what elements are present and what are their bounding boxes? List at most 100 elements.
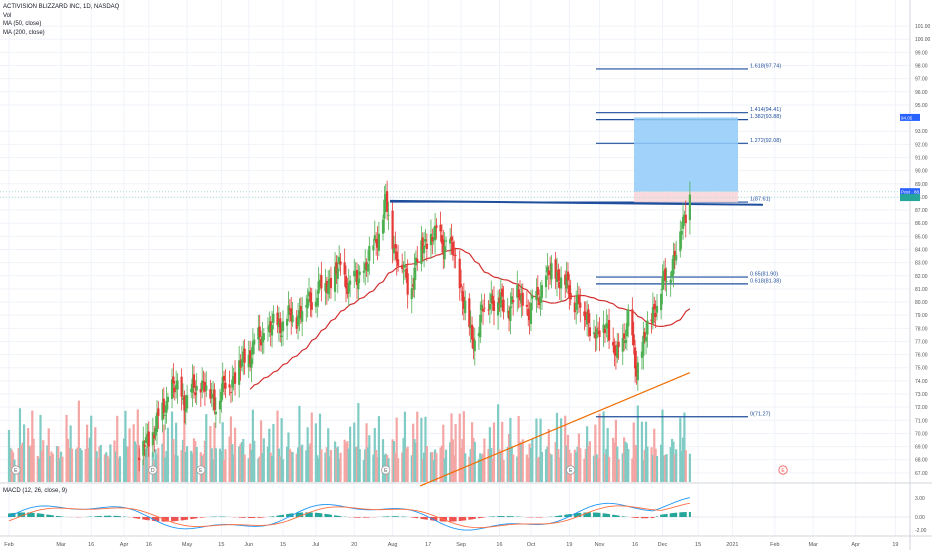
- price-axis-tick: 72.00: [915, 405, 928, 411]
- time-axis-label: Jun: [244, 542, 253, 548]
- macd-histogram-bar: [650, 517, 653, 519]
- candle-body: [464, 300, 467, 314]
- volume-bar: [176, 455, 179, 482]
- candle-body: [688, 194, 691, 221]
- volume-bar: [249, 443, 252, 482]
- volume-bar: [458, 413, 461, 482]
- candle-body: [488, 303, 491, 310]
- candle-body: [277, 321, 280, 328]
- volume-bar: [266, 446, 270, 482]
- candle-body: [212, 394, 215, 399]
- macd-histogram-bar: [577, 512, 580, 517]
- candle-body: [143, 445, 146, 447]
- macd-histogram-bar: [51, 515, 54, 517]
- candle-body: [403, 265, 407, 268]
- volume-bar: [279, 456, 282, 482]
- macd-histogram-bar: [412, 517, 415, 518]
- macd-histogram-bar: [21, 512, 24, 517]
- volume-bar: [653, 428, 656, 482]
- candle-body: [346, 288, 349, 295]
- macd-histogram-bar: [239, 517, 242, 518]
- candle-body: [624, 340, 627, 344]
- candle-body: [529, 302, 533, 324]
- price-marker-label: 94.05: [901, 115, 913, 120]
- volume-bar: [507, 434, 511, 482]
- fib-level-label: 1(87.61): [750, 197, 771, 203]
- candle-body: [164, 414, 167, 416]
- volume-bar: [662, 455, 665, 482]
- candle-body: [636, 362, 639, 381]
- price-marker-label: Post · 88.40: [901, 190, 926, 195]
- time-axis-label: 16: [146, 542, 152, 548]
- macd-histogram-bar: [583, 512, 586, 517]
- candle-body: [391, 210, 394, 250]
- candle-body: [353, 270, 356, 277]
- volume-bar: [354, 447, 357, 482]
- candle-body: [232, 376, 235, 384]
- volume-bar: [106, 455, 109, 482]
- candle-body: [377, 233, 380, 251]
- candle-body: [290, 308, 293, 322]
- earnings-marker-label: E: [14, 468, 18, 474]
- macd-histogram-bar: [462, 517, 465, 521]
- macd-histogram-bar: [432, 517, 435, 521]
- volume-bar: [621, 453, 624, 482]
- volume-bar: [660, 444, 663, 482]
- macd-histogram-bar: [671, 513, 674, 517]
- macd-histogram-bar: [665, 513, 668, 517]
- volume-bar: [161, 443, 164, 482]
- macd-histogram-bar: [36, 513, 39, 517]
- candle-body: [364, 263, 367, 271]
- macd-histogram-bar: [608, 514, 611, 517]
- macd-histogram-bar: [46, 514, 49, 517]
- candle-body: [406, 273, 409, 295]
- volume-bar: [228, 436, 231, 482]
- volume-bar: [521, 439, 524, 482]
- macd-histogram-bar: [32, 512, 35, 517]
- earnings-marker: [148, 465, 158, 475]
- volume-bar: [597, 457, 600, 482]
- macd-histogram-bar: [482, 517, 485, 518]
- volume-bar: [55, 445, 59, 482]
- candle-body: [153, 434, 156, 439]
- candle-body: [318, 279, 322, 286]
- macd-histogram-bar: [453, 517, 456, 522]
- macd-histogram-bar: [243, 517, 246, 518]
- volume-bar: [307, 446, 311, 482]
- volume-bar: [681, 437, 685, 482]
- volume-bar: [664, 454, 667, 482]
- candle-body: [538, 298, 541, 305]
- candle-body: [501, 288, 504, 297]
- volume-bar: [305, 450, 308, 482]
- candle-body: [261, 336, 264, 343]
- volume-bar: [325, 447, 328, 482]
- volume-bar: [644, 421, 648, 482]
- macd-histogram-bar: [192, 517, 195, 519]
- macd-histogram-bar: [175, 517, 178, 522]
- macd-histogram-bar: [509, 516, 512, 517]
- candle-body: [402, 270, 405, 272]
- candle-body: [421, 237, 424, 250]
- volume-bar: [247, 458, 250, 482]
- candle-body: [162, 398, 165, 413]
- volume-bar: [165, 450, 168, 482]
- candle-body: [201, 380, 204, 391]
- volume-bar: [233, 427, 237, 482]
- volume-bar: [190, 450, 193, 482]
- macd-histogram-bar: [497, 516, 500, 517]
- volume-bar: [210, 448, 213, 482]
- macd-histogram-bar: [301, 512, 304, 517]
- volume-bar: [114, 451, 117, 482]
- volume-bar: [443, 458, 446, 482]
- macd-histogram-bar: [260, 517, 263, 518]
- macd-histogram-bar: [597, 512, 600, 517]
- candle-body: [287, 305, 290, 315]
- macd-histogram-bar: [606, 513, 609, 517]
- macd-histogram-bar: [558, 515, 561, 517]
- volume-bar: [36, 455, 39, 482]
- earnings-marker-label: E: [384, 468, 388, 474]
- volume-bar: [85, 424, 89, 482]
- volume-bar: [327, 428, 330, 482]
- candle-body: [173, 387, 176, 393]
